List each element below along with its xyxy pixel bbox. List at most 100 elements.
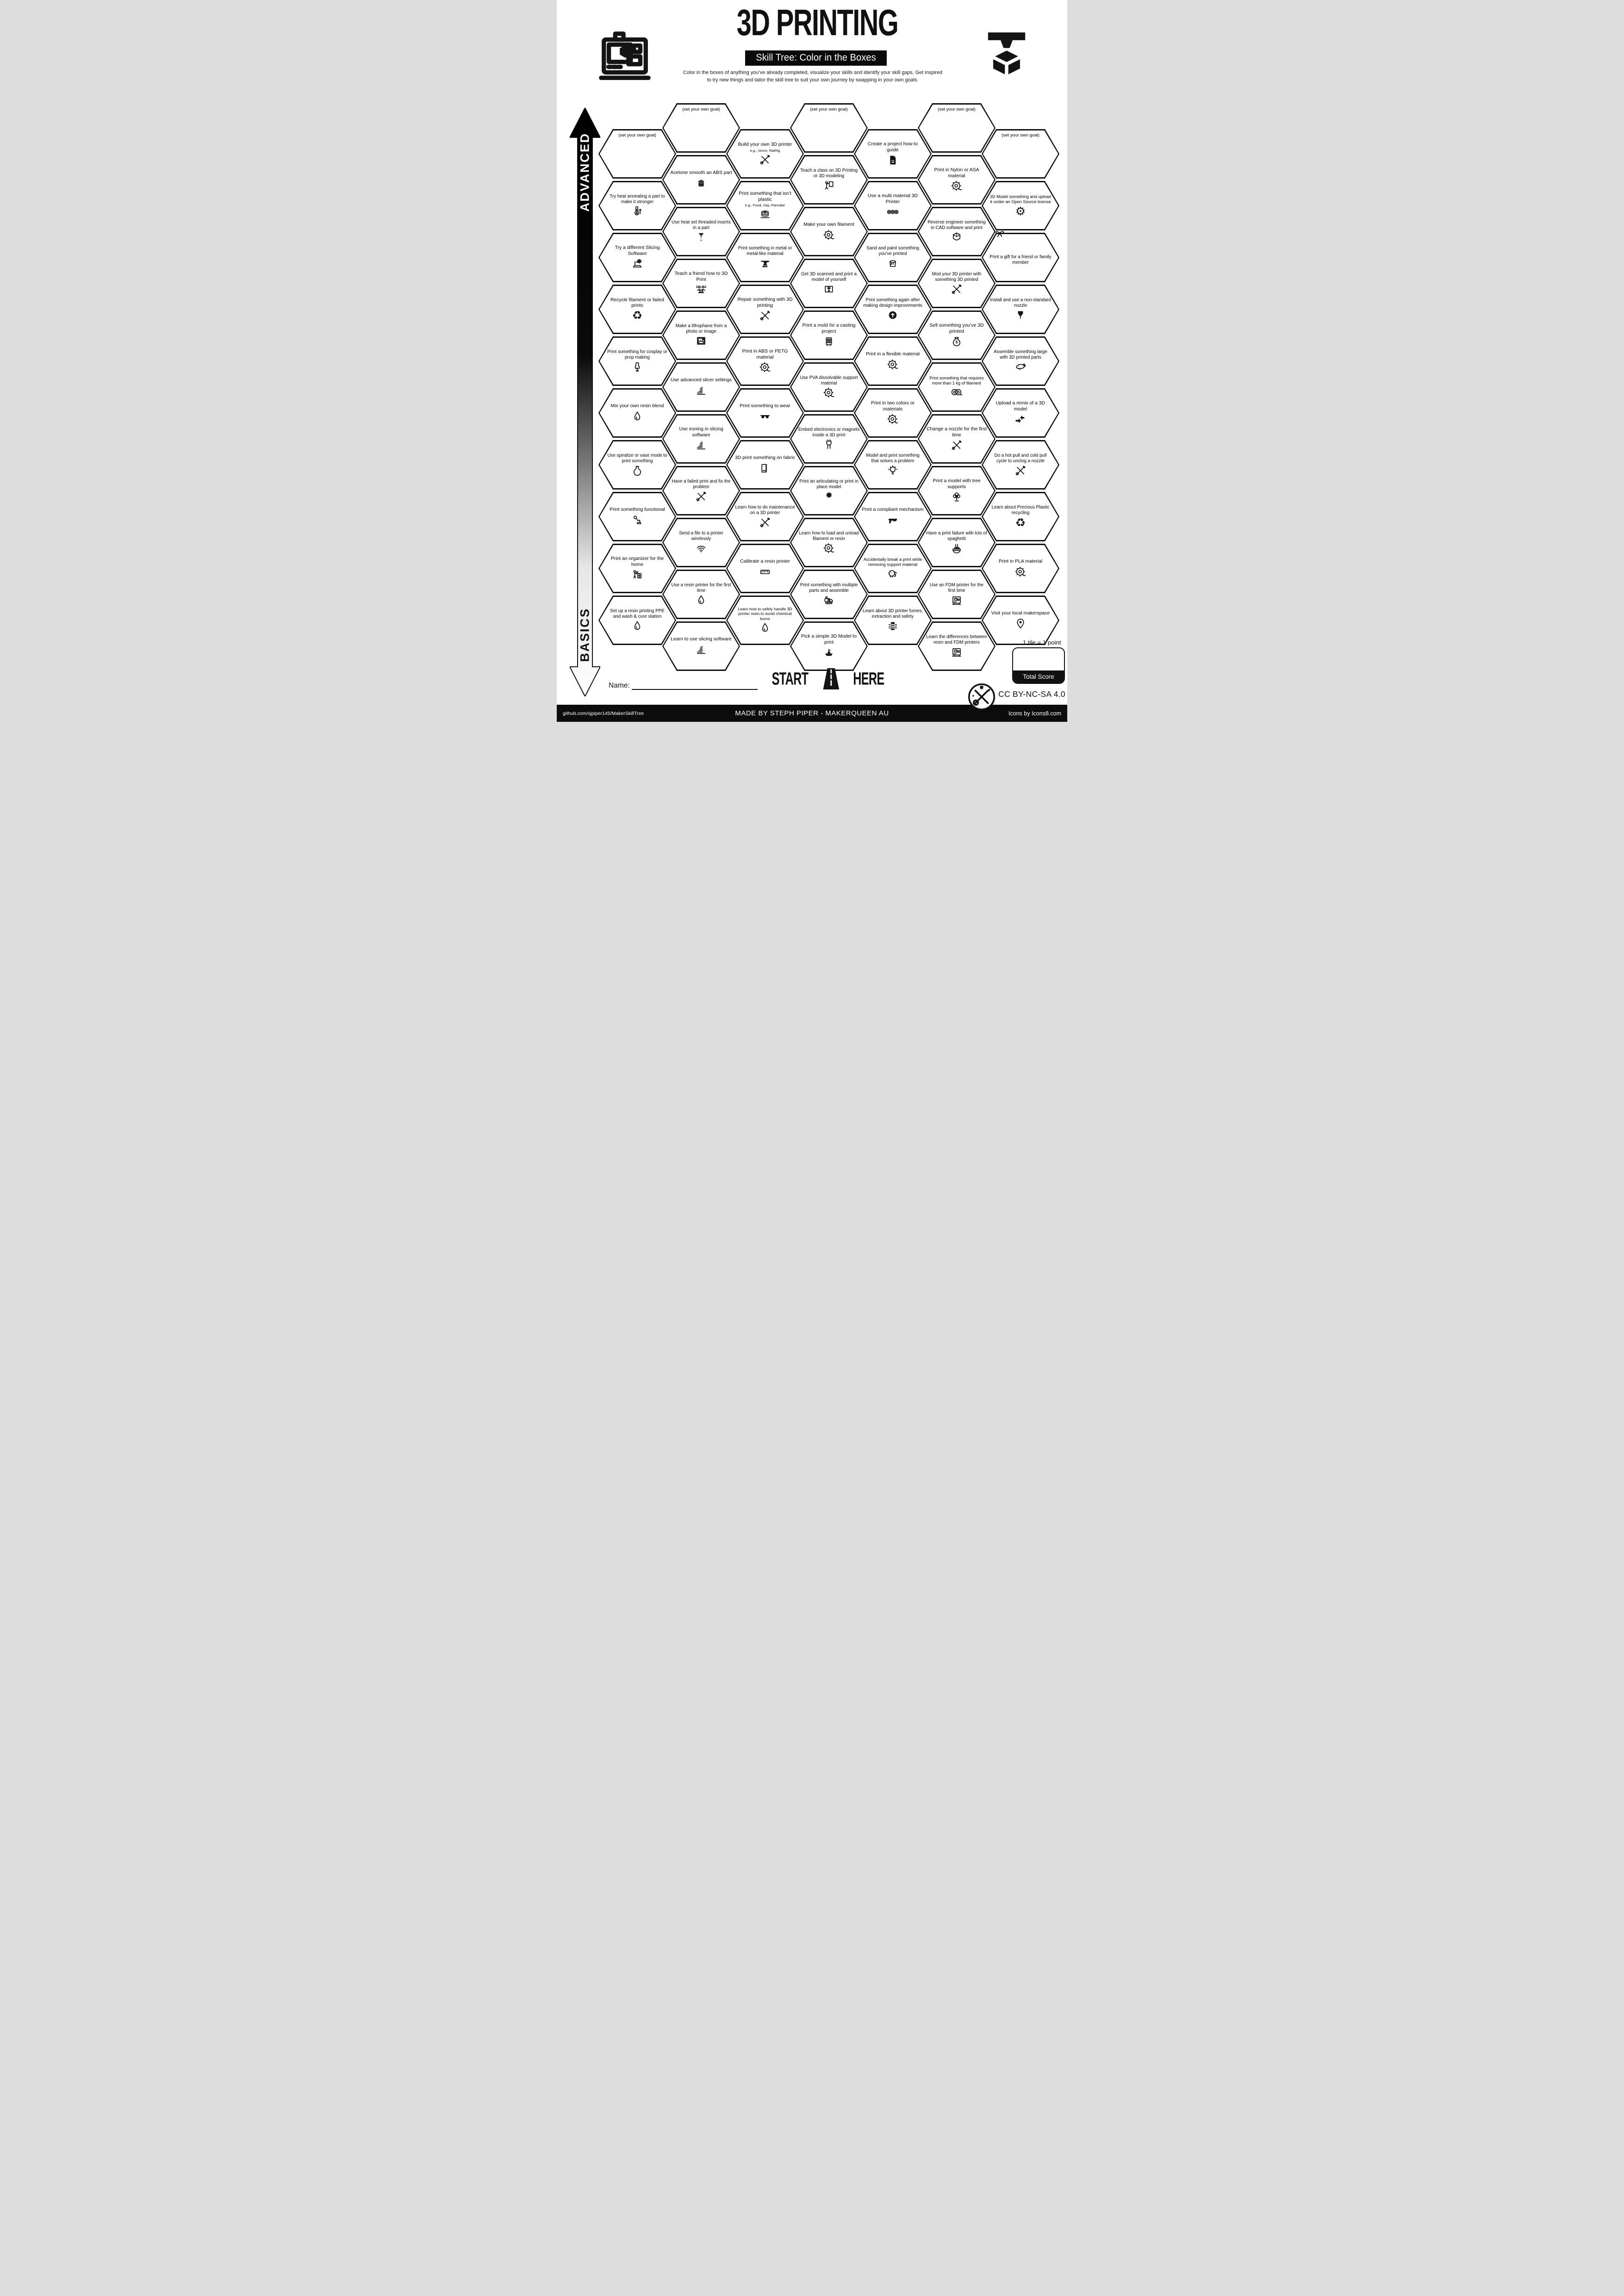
tile-use-heat-set-threaded-inserts-in-a-part[interactable]: Use heat set threaded inserts in a part — [662, 207, 740, 256]
tile-pick-a-simple-3d-model-to-print[interactable]: Pick a simple 3D Model to print — [790, 621, 868, 671]
tile-repair-something-with-3d-printing[interactable]: Repair something with 3D printing — [726, 285, 804, 334]
tile-set-your-own-goal[interactable]: (set your own goal) — [982, 129, 1059, 179]
tile-print-an-articulating-or-print-in-place-mo[interactable]: Print an articulating or print in place … — [790, 466, 868, 515]
tile-make-your-own-filament[interactable]: Make your own filament — [790, 207, 868, 256]
tile-learn-to-use-slicing-software[interactable]: Learn to use slicing software — [662, 621, 740, 671]
tile-mod-your-3d-printer-with-something-3d-prin[interactable]: Mod your 3D printer with something 3D pr… — [918, 259, 996, 308]
tile-calibrate-a-resin-printer[interactable]: Calibrate a resin printer — [726, 544, 804, 593]
tile-visit-your-local-makerspace[interactable]: Visit your local makerspace — [982, 596, 1059, 645]
tile-3d-print-something-on-fabric[interactable]: 3D print something on fabric — [726, 440, 804, 490]
hex-tile-content: Print something with multiple parts and … — [790, 570, 868, 619]
tile-label: Learn about Precious Plastic recycling — [991, 505, 1050, 515]
tile-label: Create a project how-to guide — [867, 142, 918, 153]
hex-tile-content: Print something to wear — [726, 388, 804, 438]
tile-try-a-different-slicing-software[interactable]: Try a different Slicing Software — [598, 233, 676, 282]
tile-print-something-for-cosplay-or-prop-making[interactable]: Print something for cosplay or prop maki… — [598, 336, 676, 386]
total-score-box[interactable]: Total Score — [1012, 647, 1065, 684]
tile-label: Print something that requires more than … — [929, 375, 984, 385]
tile-label: Set up a resin printing PPE and wash & c… — [610, 608, 665, 619]
tile-print-something-functional[interactable]: Print something functional — [598, 492, 676, 541]
hex-tile-content: Learn about 3D printer fumes, extraction… — [854, 596, 932, 645]
tile-learn-about-3d-printer-fumes-extraction-an[interactable]: Learn about 3D printer fumes, extraction… — [854, 596, 932, 645]
tile-set-your-own-goal[interactable]: (set your own goal) — [662, 103, 740, 153]
tile-install-and-use-a-non-standard-nozzle[interactable]: Install and use a non-standard nozzle — [982, 285, 1059, 334]
hex-tile-content: Print a compliant mechanism — [854, 492, 932, 541]
tile-print-an-organizer-for-the-home[interactable]: Print an organizer for the home — [598, 544, 676, 593]
tile-use-ironing-in-slicing-software[interactable]: Use ironing in slicing software — [662, 414, 740, 464]
tile-print-in-abs-or-petg-material[interactable]: Print in ABS or PETG material — [726, 336, 804, 386]
hex-tile-content: (set your own goal) — [790, 103, 868, 153]
tile-print-a-model-with-tree-supports[interactable]: Print a model with tree supports — [918, 466, 996, 515]
tile-point-note: 1 tile = 1 point — [1023, 639, 1061, 646]
tile-learn-about-precious-plastic-recycling[interactable]: Learn about Precious Plastic recycling ♻ — [982, 492, 1059, 541]
tile-make-a-lithophane-from-a-photo-or-image[interactable]: Make a lithophane from a photo or image — [662, 310, 740, 360]
hex-tile-face — [663, 467, 739, 515]
tile-learn-how-to-safely-handle-3d-printer-resi[interactable]: Learn how to safely handle 3D printer re… — [726, 596, 804, 645]
tile-set-up-a-resin-printing-ppe-and-wash-cure-[interactable]: Set up a resin printing PPE and wash & c… — [598, 596, 676, 645]
tile-set-your-own-goal[interactable]: (set your own goal) — [790, 103, 868, 153]
tile-send-a-file-to-a-printer-wirelessly[interactable]: Send a file to a printer wirelessly — [662, 518, 740, 567]
tile-print-in-a-flexible-material[interactable]: Print in a flexible material — [854, 336, 932, 386]
tile-learn-how-to-load-and-unload-filament-or-r[interactable]: Learn how to load and unload filament or… — [790, 518, 868, 567]
hex-tile-content: Embed electronics or magnets inside a 3D… — [790, 414, 868, 464]
tile-sell-something-you-ve-3d-printed[interactable]: Sell something you’ve 3D printed — [918, 310, 996, 360]
tile-recycle-filament-or-failed-prints[interactable]: Recycle filament or failed prints ♻ — [598, 285, 676, 334]
resin-drop-icon — [631, 410, 643, 422]
hex-tile-face — [791, 415, 867, 463]
double-spool-icon — [951, 386, 963, 398]
tile-3d-model-something-and-upload-it-under-an-[interactable]: 3D Model something and upload it under a… — [982, 181, 1059, 230]
tile-model-and-print-something-that-solves-a-pr[interactable]: Model and print something that solves a … — [854, 440, 932, 490]
open-source-gear-icon: ⚙ — [1015, 205, 1026, 217]
name-input-line[interactable] — [631, 683, 758, 690]
tile-print-a-mold-for-a-casting-project[interactable]: Print a mold for a casting project — [790, 310, 868, 360]
hex-tile-face — [727, 493, 803, 540]
tile-print-something-with-multiple-parts-and-as[interactable]: Print something with multiple parts and … — [790, 570, 868, 619]
tile-print-a-gift-for-a-friend-or-family-member[interactable]: Print a gift for a friend or family memb… — [982, 233, 1059, 282]
tile-print-in-two-colors-or-materials[interactable]: Print in two colors or materials — [854, 388, 932, 438]
tile-use-an-fdm-printer-for-the-first-time[interactable]: Use an FDM printer for the first time — [918, 570, 996, 619]
tile-upload-a-remix-of-a-3d-model[interactable]: Upload a remix of a 3D model — [982, 388, 1059, 438]
tile-print-a-compliant-mechanism[interactable]: Print a compliant mechanism — [854, 492, 932, 541]
tile-try-heat-annealing-a-part-to-make-it-stron[interactable]: Try heat annealing a part to make it str… — [598, 181, 676, 230]
tile-reverse-engineer-something-in-cad-software[interactable]: Reverse engineer something in CAD softwa… — [918, 207, 996, 256]
crossed-tools-icon — [951, 283, 963, 295]
hex-tile-face — [919, 519, 995, 566]
tile-use-a-multi-material-3d-printer[interactable]: Use a multi material 3D Printer — [854, 181, 932, 230]
tile-accidentally-break-a-print-while-removing-[interactable]: Accidentally break a print while removin… — [854, 544, 932, 593]
tile-teach-a-friend-how-to-3d-print[interactable]: Teach a friend how to 3D Print — [662, 259, 740, 308]
tile-use-spiralize-or-vase-mode-to-print-someth[interactable]: Use spiralize or vase mode to print some… — [598, 440, 676, 490]
tile-learn-how-to-do-maintenance-on-a-3d-printe[interactable]: Learn how to do maintenance on a 3D prin… — [726, 492, 804, 541]
tile-set-your-own-goal[interactable]: (set your own goal) — [918, 103, 996, 153]
tile-print-something-again-after-making-design-[interactable]: Print something again after making desig… — [854, 285, 932, 334]
tile-print-something-to-wear[interactable]: Print something to wear — [726, 388, 804, 438]
tile-do-a-hot-pull-and-cold-pull-cycle-to-unclo[interactable]: Do a hot pull and cold pull cycle to unc… — [982, 440, 1059, 490]
tile-label: Make a lithophane from a photo or image — [675, 323, 727, 334]
tile-acetone-smooth-an-abs-part[interactable]: Acetone smooth an ABS part — [662, 155, 740, 205]
tile-have-a-failed-print-and-fix-the-problem[interactable]: Have a failed print and fix the problem — [662, 466, 740, 515]
tile-print-something-that-isn-t-plastic[interactable]: Print something that isn’t plastic e.g., … — [726, 181, 804, 230]
tile-mix-your-own-resin-blend[interactable]: Mix your own resin blend — [598, 388, 676, 438]
tile-change-a-nozzle-for-the-first-time[interactable]: Change a nozzle for the first time — [918, 414, 996, 464]
tile-label: Learn how to load and unload filament or… — [799, 530, 859, 541]
tile-use-pva-dissolvable-support-material[interactable]: Use PVA dissolvable support material — [790, 362, 868, 412]
tile-assemble-something-large-with-3d-printed-p[interactable]: Assemble something large with 3D printed… — [982, 336, 1059, 386]
tile-sand-and-paint-something-you-ve-printed[interactable]: Sand and paint something you’ve printed — [854, 233, 932, 282]
tile-print-something-that-requires-more-than-1-[interactable]: Print something that requires more than … — [918, 362, 996, 412]
tile-print-in-nylon-or-asa-material[interactable]: Print in Nylon or ASA material — [918, 155, 996, 205]
hex-tile-content: Mod your 3D printer with something 3D pr… — [918, 259, 996, 308]
tile-print-something-in-metal-or-metal-like-mat[interactable]: Print something in metal or metal-like m… — [726, 233, 804, 282]
tile-build-your-own-3d-printer[interactable]: Build your own 3D printer e.g., Voron, Ra… — [726, 129, 804, 179]
hex-tile-face — [663, 519, 739, 566]
tile-teach-a-class-on-3d-printing-or-3d-modelin[interactable]: Teach a class on 3D Printing or 3D model… — [790, 155, 868, 205]
tile-use-a-resin-printer-for-the-first-time[interactable]: Use a resin printer for the first time — [662, 570, 740, 619]
tile-set-your-own-goal[interactable]: (set your own goal) — [598, 129, 676, 179]
tile-label: Print something with multiple parts and … — [800, 582, 858, 593]
hex-tile-content: Print something functional — [598, 492, 676, 541]
tile-use-advanced-slicer-settings[interactable]: Use advanced slicer settings — [662, 362, 740, 412]
tile-create-a-project-how-to-guide[interactable]: Create a project how-to guide — [854, 129, 932, 179]
tile-embed-electronics-or-magnets-inside-a-3d-p[interactable]: Embed electronics or magnets inside a 3D… — [790, 414, 868, 464]
tile-get-3d-scanned-and-print-a-model-of-yourse[interactable]: Get 3D scanned and print a model of your… — [790, 259, 868, 308]
tile-have-a-print-failure-with-lots-of-spaghett[interactable]: Have a print failure with lots of spaghe… — [918, 518, 996, 567]
tile-learn-the-differences-between-resin-and-fd[interactable]: Learn the differences between resin and … — [918, 621, 996, 671]
tile-print-in-pla-material[interactable]: Print in PLA material — [982, 544, 1059, 593]
